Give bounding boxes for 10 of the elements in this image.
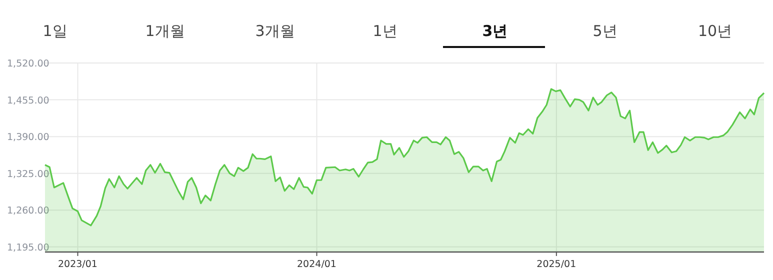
y-tick-label: 1,520.00 <box>7 58 50 70</box>
y-tick-label: 1,390.00 <box>7 132 50 144</box>
tabs: 1일 1개월 3개월 1년 3년 5년 10년 <box>42 22 732 48</box>
x-tick-label: 2025/01 <box>536 259 576 270</box>
y-tick-label: 1,325.00 <box>7 168 50 180</box>
y-tick-label: 1,455.00 <box>7 95 50 106</box>
y-tick-label: 1,195.00 <box>7 242 50 254</box>
y-tick-label: 1,260.00 <box>7 206 50 217</box>
x-tick-label: 2024/01 <box>297 259 336 270</box>
x-tick-label: 2023/01 <box>58 259 98 270</box>
